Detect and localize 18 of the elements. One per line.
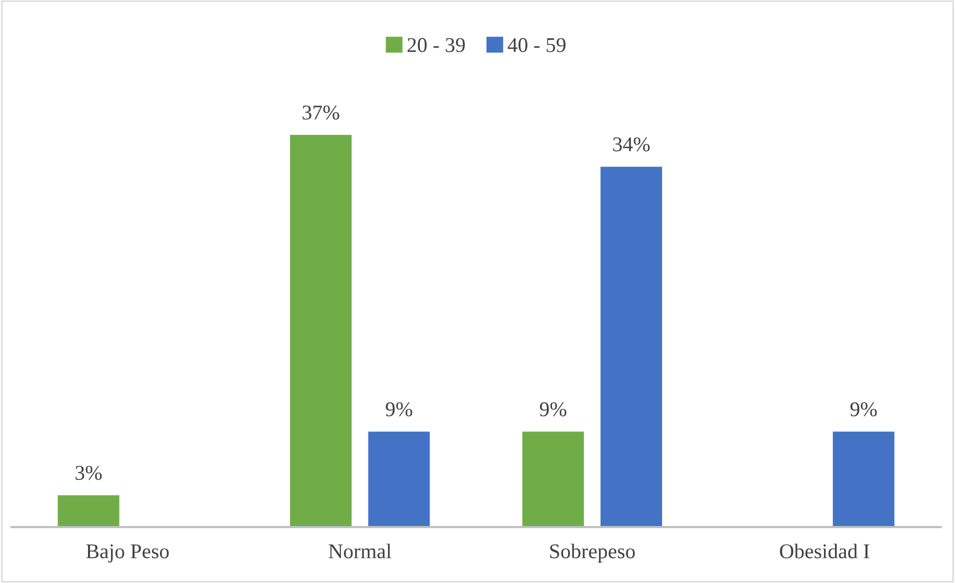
data-label: 9%	[850, 402, 877, 416]
bar	[522, 432, 584, 528]
data-label: 3%	[76, 466, 102, 480]
data-label: 9%	[386, 402, 412, 416]
x-tick-label: Obesidad I	[780, 544, 870, 558]
bar	[832, 432, 894, 528]
x-tick-label: Normal	[328, 544, 392, 558]
data-label: 34%	[613, 137, 650, 152]
bar	[368, 432, 430, 528]
bar	[290, 134, 352, 528]
data-label: 37%	[302, 106, 340, 120]
bar	[600, 166, 662, 528]
x-tick-label: Sobrepeso	[550, 544, 635, 563]
x-tick-label: Bajo Peso	[86, 544, 169, 563]
legend-label: 40 - 59	[508, 38, 566, 52]
legend-label: 20 - 39	[408, 38, 465, 52]
data-label: 9%	[540, 402, 566, 416]
bar	[58, 495, 120, 528]
